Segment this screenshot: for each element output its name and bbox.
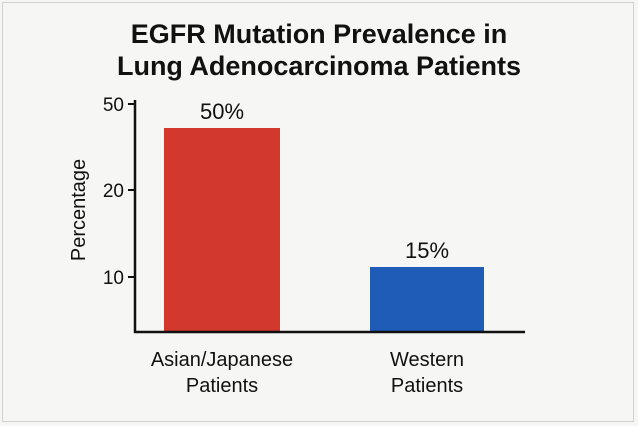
- category-label-1-line-1: Patients: [391, 375, 463, 397]
- data-label-0: 50%: [200, 99, 244, 124]
- category-label-1: Western Patients: [390, 349, 464, 397]
- category-label-0: Asian/Japanese Patients: [151, 349, 293, 397]
- y-tick-label-20: 20: [103, 181, 124, 202]
- bar-0: [164, 128, 280, 332]
- y-axis-label: Percentage: [68, 159, 90, 261]
- category-label-0-line-1: Patients: [186, 375, 258, 397]
- category-label-1-line-0: Western: [390, 349, 464, 371]
- y-tick-label-50: 50: [103, 95, 124, 116]
- chart-frame: [2, 2, 634, 422]
- chart-title-line-1: EGFR Mutation Prevalence in: [130, 19, 508, 49]
- bar-1: [370, 267, 484, 332]
- chart-title: EGFR Mutation Prevalence in Lung Adenoca…: [0, 18, 638, 82]
- chart-title-line-2: Lung Adenocarcinoma Patients: [116, 51, 522, 81]
- data-label-1: 15%: [405, 238, 449, 263]
- category-label-0-line-0: Asian/Japanese: [151, 349, 293, 371]
- y-tick-label-10: 10: [103, 268, 124, 289]
